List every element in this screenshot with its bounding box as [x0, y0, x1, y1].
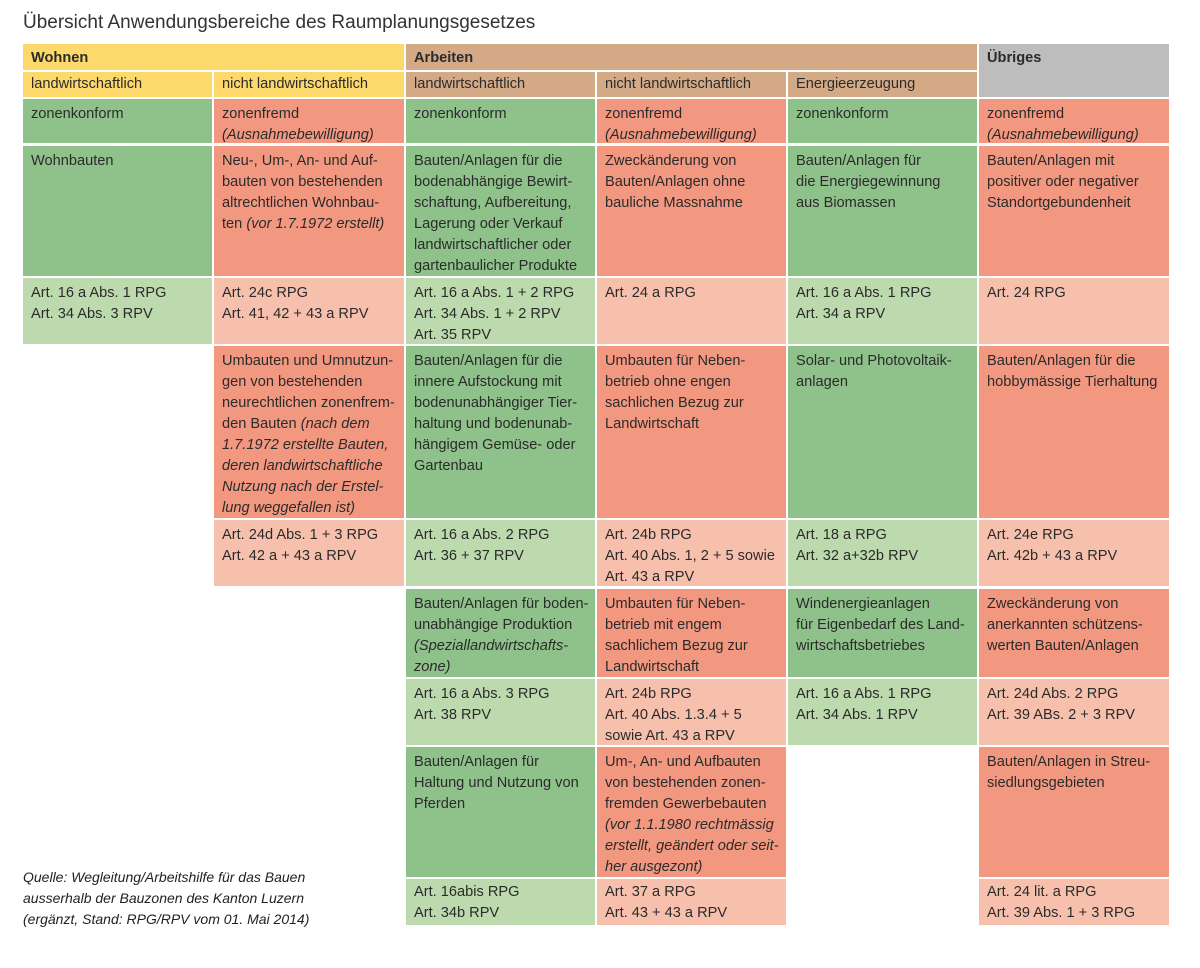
desc-cell: Wohnbauten: [23, 146, 212, 276]
subheader-energieerzeugung: Energieerzeugung: [788, 72, 977, 97]
article-cell: Art. 24e RPG Art. 42b + 43 a RPV: [979, 520, 1169, 586]
article-cell: Art. 24 RPG: [979, 278, 1169, 344]
header-wohnen: Wohnen: [23, 44, 404, 70]
article-cell: Art. 16 a Abs. 1 RPG Art. 34 a RPV: [788, 278, 977, 344]
desc-cell: Bauten/Anlagen mit positiver oder negati…: [979, 146, 1169, 276]
article-cell: Art. 24d Abs. 2 RPG Art. 39 ABs. 2 + 3 RP…: [979, 679, 1169, 745]
desc-cell: Windenergieanlagen für Eigenbedarf des L…: [788, 589, 977, 677]
page-title: Übersicht Anwendungsbereiche des Raumpla…: [23, 12, 536, 33]
subheader-arbeiten-landwirtschaftlich: landwirtschaftlich: [406, 72, 595, 97]
article-cell: Art. 24b RPG Art. 40 Abs. 1.3.4 + 5 sowie …: [597, 679, 786, 745]
subheader-wohnen-nicht-landwirtschaftlich: nicht landwirtschaftlich: [214, 72, 404, 97]
zone-cell: zonenfremd (Ausnahmebewilligung): [214, 99, 404, 143]
zone-cell: zonenkonform: [788, 99, 977, 143]
desc-cell: Bauten/Anlagen für Haltung und Nutzung v…: [406, 747, 595, 877]
article-cell: Art. 16 a Abs. 3 RPG Art. 38 RPV: [406, 679, 595, 745]
header-arbeiten: Arbeiten: [406, 44, 977, 70]
article-cell: Art. 16abis RPG Art. 34b RPV: [406, 879, 595, 925]
article-cell: Art. 24b RPG Art. 40 Abs. 1, 2 + 5 sowie A…: [597, 520, 786, 586]
article-cell: Art. 24 lit. a RPG Art. 39 Abs. 1 + 3 RPG: [979, 879, 1169, 925]
article-cell: Art. 37 a RPG Art. 43 + 43 a RPV: [597, 879, 786, 925]
desc-cell: Bauten/Anlagen für die hobbymässige Tier…: [979, 346, 1169, 518]
desc-cell: Bauten/Anlagen für die bodenabhängige Be…: [406, 146, 595, 276]
subheader-arbeiten-nicht-landwirtschaftlich: nicht landwirtschaftlich: [597, 72, 786, 97]
desc-cell: Umbauten für Neben- betrieb mit engem sa…: [597, 589, 786, 677]
desc-cell: Zweckänderung von Bauten/Anlagen ohne ba…: [597, 146, 786, 276]
article-cell: Art. 24 a RPG: [597, 278, 786, 344]
zone-cell: zonenfremd (Ausnahmebewilligung): [597, 99, 786, 143]
desc-cell: Um-, An- und Aufbauten von bestehenden z…: [597, 747, 786, 877]
subheader-wohnen-landwirtschaftlich: landwirtschaftlich: [23, 72, 212, 97]
article-cell: Art. 16 a Abs. 1 RPG Art. 34 Abs. 1 RPV: [788, 679, 977, 745]
article-cell: Art. 18 a RPG Art. 32 a+32b RPV: [788, 520, 977, 586]
article-cell: Art. 24c RPG Art. 41, 42 + 43 a RPV: [214, 278, 404, 344]
desc-cell: Bauten/Anlagen in Streu- siedlungsgebiet…: [979, 747, 1169, 877]
article-cell: Art. 16 a Abs. 1 RPG Art. 34 Abs. 3 RPV: [23, 278, 212, 344]
desc-cell: Zweckänderung von anerkannten schützens-…: [979, 589, 1169, 677]
desc-cell: Umbauten und Umnutzun- gen von bestehend…: [214, 346, 404, 518]
desc-cell: Bauten/Anlagen für boden- unabhängige Pr…: [406, 589, 595, 677]
zone-cell: zonenkonform: [406, 99, 595, 143]
article-cell: Art. 24d Abs. 1 + 3 RPG Art. 42 a + 43 a …: [214, 520, 404, 586]
article-cell: Art. 16 a Abs. 1 + 2 RPG Art. 34 Abs. 1 +…: [406, 278, 595, 344]
zone-cell: zonenfremd (Ausnahmebewilligung): [979, 99, 1169, 143]
desc-cell: Umbauten für Neben- betrieb ohne engen s…: [597, 346, 786, 518]
desc-cell: Neu-, Um-, An- und Auf- bauten von beste…: [214, 146, 404, 276]
desc-cell: Bauten/Anlagen für die Energiegewinnung …: [788, 146, 977, 276]
source-note: Quelle: Wegleitung/Arbeitshilfe für das …: [23, 869, 310, 927]
desc-cell: Solar- und Photovoltaik- anlagen: [788, 346, 977, 518]
header-uebriges: Übriges: [979, 44, 1169, 97]
article-cell: Art. 16 a Abs. 2 RPG Art. 36 + 37 RPV: [406, 520, 595, 586]
zone-cell: zonenkonform: [23, 99, 212, 143]
desc-cell: Bauten/Anlagen für die innere Aufstockun…: [406, 346, 595, 518]
